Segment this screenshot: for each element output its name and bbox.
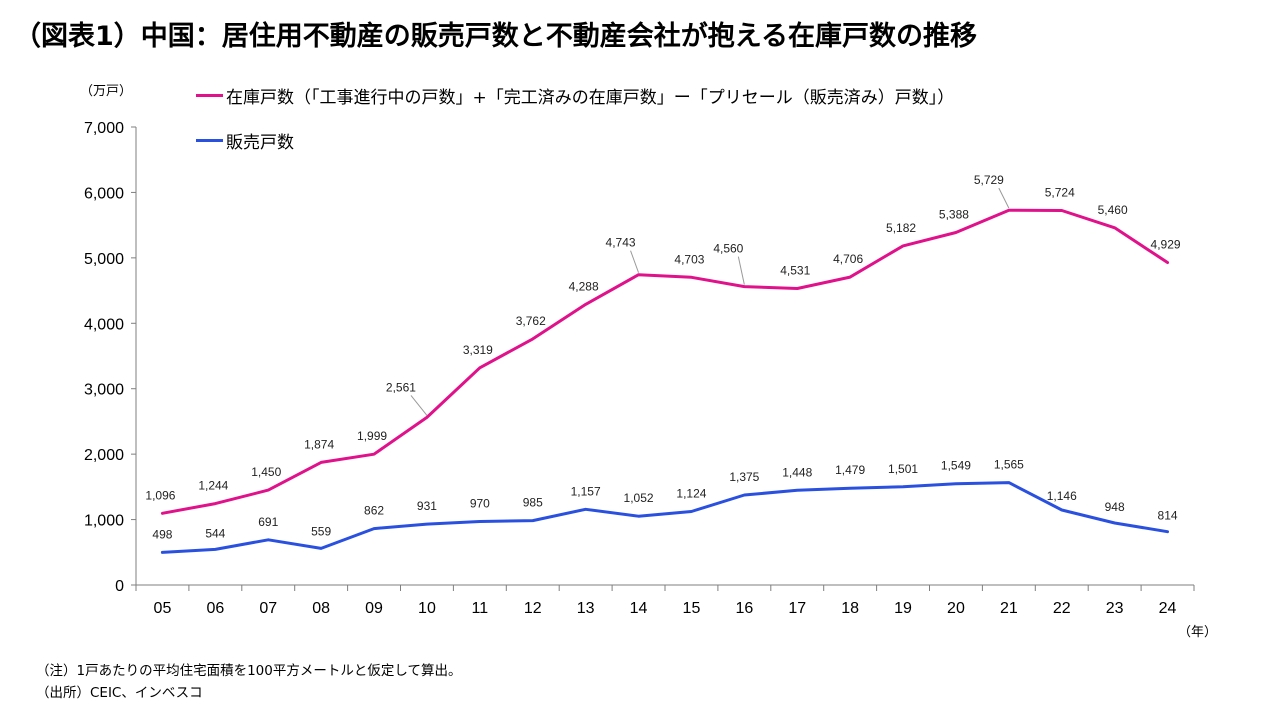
- x-tick-label: 23: [1106, 600, 1124, 617]
- footnote-source: （出所）CEIC、インベスコ: [36, 685, 203, 701]
- data-label-inventory: 4,706: [833, 252, 863, 266]
- chart-title: （図表1）中国：居住用不動産の販売戸数と不動産会社が抱える在庫戸数の推移: [14, 21, 977, 52]
- data-label-sales: 1,124: [676, 486, 706, 500]
- x-axis-unit: （年）: [1178, 625, 1218, 640]
- legend-label-sales: 販売戸数: [226, 133, 294, 153]
- data-label-sales: 985: [523, 496, 543, 510]
- x-tick-label: 15: [683, 600, 701, 617]
- data-label-sales: 1,448: [782, 465, 812, 479]
- legend-item-sales: 販売戸数: [196, 128, 294, 153]
- x-tick-label: 11: [472, 600, 489, 617]
- data-label-sales: 1,479: [835, 463, 865, 477]
- data-label-leader: [737, 256, 745, 285]
- y-tick-label: 0: [115, 578, 124, 595]
- data-label-sales: 931: [417, 499, 437, 513]
- data-label-leader: [410, 395, 428, 416]
- data-label-sales: 948: [1105, 500, 1125, 514]
- series-line-inventory: [160, 208, 1169, 515]
- y-tick-label: 7,000: [84, 120, 124, 137]
- data-label-inventory: 4,929: [1151, 238, 1181, 252]
- x-tick-label: 19: [894, 600, 912, 617]
- data-label-inventory: 5,388: [939, 207, 969, 221]
- data-label-leader: [998, 187, 1010, 209]
- legend-swatch-inventory: [196, 94, 223, 97]
- y-tick-label: 5,000: [84, 251, 124, 268]
- data-label-inventory: 5,724: [1045, 185, 1075, 199]
- data-label-leader: [630, 250, 640, 273]
- data-label-sales: 559: [311, 524, 331, 538]
- data-label-sales: 1,565: [994, 458, 1024, 472]
- x-tick-label: 10: [418, 600, 436, 617]
- data-label-sales: 862: [364, 504, 384, 518]
- legend-item-inventory: 在庫戸数（「工事進行中の戸数」+「完工済みの在庫戸数」ー「プリセール（販売済み）…: [196, 83, 954, 108]
- x-tick-label: 08: [312, 600, 330, 617]
- data-label-inventory: 1,096: [145, 488, 175, 502]
- data-label-sales: 1,375: [729, 470, 759, 484]
- data-label-inventory: 4,743: [606, 236, 636, 250]
- x-tick-label: 17: [788, 600, 806, 617]
- data-label-inventory: 5,182: [886, 221, 916, 235]
- x-tick-label: 14: [630, 600, 648, 617]
- data-label-sales: 1,501: [888, 462, 918, 476]
- footnotes: （注）1戸あたりの平均住宅面積を100平方メートルと仮定して算出。 （出所）CE…: [36, 660, 461, 704]
- data-label-sales: 1,146: [1047, 489, 1077, 503]
- legend-swatch-sales: [196, 139, 223, 142]
- y-tick-label: 6,000: [84, 185, 124, 202]
- data-label-sales: 1,549: [941, 459, 971, 473]
- data-label-sales: 970: [470, 497, 490, 511]
- data-label-inventory: 4,703: [674, 252, 704, 266]
- footnote-note: （注）1戸あたりの平均住宅面積を100平方メートルと仮定して算出。: [36, 663, 462, 679]
- y-tick-label: 3,000: [84, 382, 124, 399]
- x-tick-label: 18: [841, 600, 859, 617]
- data-label-inventory: 4,531: [780, 264, 810, 278]
- data-label-inventory: 5,460: [1098, 203, 1128, 217]
- x-tick-label: 20: [947, 600, 965, 617]
- data-label-inventory: 2,561: [386, 380, 416, 394]
- x-tick-label: 05: [154, 600, 172, 617]
- data-label-inventory: 3,762: [516, 314, 546, 328]
- data-label-sales: 691: [258, 515, 278, 529]
- legend-label-inventory: 在庫戸数（「工事進行中の戸数」+「完工済みの在庫戸数」ー「プリセール（販売済み）…: [226, 88, 955, 108]
- data-label-inventory: 1,874: [304, 437, 334, 451]
- x-tick-label: 13: [577, 600, 595, 617]
- data-label-inventory: 4,288: [569, 279, 599, 293]
- data-label-sales: 814: [1158, 509, 1178, 523]
- x-tick-label: 16: [735, 600, 753, 617]
- data-label-inventory: 4,560: [713, 242, 743, 256]
- y-axis-unit: （万戸）: [80, 84, 133, 99]
- data-label-inventory: 3,319: [463, 343, 493, 357]
- data-label-inventory: 1,244: [198, 479, 228, 493]
- data-label-sales: 1,157: [571, 484, 601, 498]
- x-tick-label: 22: [1053, 600, 1071, 617]
- data-label-inventory: 1,999: [357, 429, 387, 443]
- x-tick-label: 07: [259, 600, 277, 617]
- x-tick-label: 21: [1000, 600, 1018, 617]
- x-tick-label: 24: [1159, 600, 1177, 617]
- data-label-sales: 544: [205, 526, 225, 540]
- data-label-sales: 1,052: [624, 491, 654, 505]
- y-tick-label: 2,000: [84, 447, 124, 464]
- data-label-sales: 498: [152, 527, 172, 541]
- x-tick-label: 09: [365, 600, 383, 617]
- x-tick-label: 12: [524, 600, 542, 617]
- y-tick-label: 1,000: [84, 513, 124, 530]
- data-label-inventory: 5,729: [974, 173, 1004, 187]
- x-tick-label: 06: [206, 600, 224, 617]
- data-label-inventory: 1,450: [251, 465, 281, 479]
- series-line-sales: [160, 481, 1169, 554]
- y-tick-label: 4,000: [84, 316, 124, 333]
